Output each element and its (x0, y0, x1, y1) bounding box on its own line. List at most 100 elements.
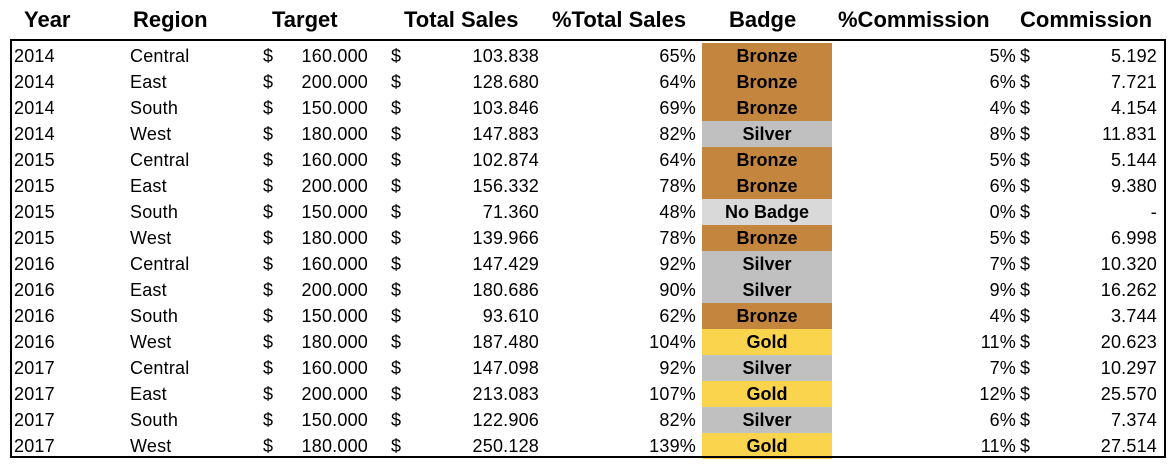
cell-region[interactable]: West (130, 332, 172, 352)
cell-total-sales[interactable]: 147.098 (472, 358, 539, 378)
cell-sales-currency[interactable]: $ (391, 202, 402, 222)
cell-pct-total-sales[interactable]: 48% (659, 202, 696, 222)
cell-region[interactable]: West (130, 228, 172, 248)
cell-total-sales[interactable]: 93.610 (482, 306, 539, 326)
cell-pct-commission[interactable]: 11% (980, 332, 1016, 352)
cell-region[interactable]: Central (130, 150, 190, 170)
badge-cell[interactable]: Gold (702, 433, 832, 459)
badge-cell[interactable]: Bronze (702, 303, 832, 329)
cell-region[interactable]: East (130, 384, 167, 404)
cell-target[interactable]: 150.000 (301, 306, 368, 326)
cell-pct-commission[interactable]: 4% (989, 98, 1016, 118)
cell-region[interactable]: West (130, 436, 172, 456)
cell-pct-commission[interactable]: 8% (989, 124, 1016, 144)
cell-target-currency[interactable]: $ (263, 46, 274, 66)
cell-target[interactable]: 150.000 (301, 202, 368, 222)
cell-commission-currency[interactable]: $ (1020, 98, 1031, 118)
cell-target[interactable]: 150.000 (301, 410, 368, 430)
cell-region[interactable]: East (130, 280, 167, 300)
cell-commission[interactable]: - (1150, 202, 1157, 222)
cell-pct-commission[interactable]: 7% (989, 254, 1016, 274)
cell-total-sales[interactable]: 102.874 (472, 150, 539, 170)
cell-sales-currency[interactable]: $ (391, 124, 402, 144)
cell-pct-total-sales[interactable]: 139% (649, 436, 696, 456)
cell-year[interactable]: 2017 (14, 410, 55, 430)
cell-year[interactable]: 2015 (14, 202, 55, 222)
cell-pct-total-sales[interactable]: 64% (659, 72, 696, 92)
cell-year[interactable]: 2015 (14, 176, 55, 196)
cell-commission[interactable]: 7.721 (1110, 72, 1157, 92)
cell-pct-total-sales[interactable]: 82% (659, 124, 696, 144)
cell-target-currency[interactable]: $ (263, 254, 274, 274)
cell-target-currency[interactable]: $ (263, 410, 274, 430)
cell-sales-currency[interactable]: $ (391, 332, 402, 352)
cell-total-sales[interactable]: 187.480 (472, 332, 539, 352)
cell-total-sales[interactable]: 103.838 (472, 46, 539, 66)
cell-target-currency[interactable]: $ (263, 332, 274, 352)
cell-pct-commission[interactable]: 5% (989, 150, 1016, 170)
cell-target-currency[interactable]: $ (263, 98, 274, 118)
cell-total-sales[interactable]: 122.906 (472, 410, 539, 430)
cell-sales-currency[interactable]: $ (391, 306, 402, 326)
cell-commission-currency[interactable]: $ (1020, 254, 1031, 274)
cell-target[interactable]: 200.000 (301, 176, 368, 196)
cell-year[interactable]: 2014 (14, 98, 55, 118)
cell-pct-total-sales[interactable]: 78% (659, 228, 696, 248)
cell-sales-currency[interactable]: $ (391, 358, 402, 378)
cell-commission[interactable]: 25.570 (1100, 384, 1157, 404)
cell-pct-total-sales[interactable]: 62% (659, 306, 696, 326)
cell-target[interactable]: 180.000 (301, 436, 368, 456)
cell-pct-total-sales[interactable]: 107% (649, 384, 696, 404)
badge-cell[interactable]: Bronze (702, 173, 832, 199)
cell-sales-currency[interactable]: $ (391, 228, 402, 248)
header-total-sales[interactable]: Total Sales (404, 7, 519, 32)
cell-pct-commission[interactable]: 6% (989, 410, 1016, 430)
cell-target-currency[interactable]: $ (263, 384, 274, 404)
cell-year[interactable]: 2016 (14, 254, 55, 274)
cell-commission-currency[interactable]: $ (1020, 72, 1031, 92)
cell-commission[interactable]: 7.374 (1110, 410, 1157, 430)
cell-commission-currency[interactable]: $ (1020, 410, 1031, 430)
header-commission[interactable]: Commission (1020, 7, 1153, 32)
cell-pct-total-sales[interactable]: 104% (649, 332, 696, 352)
cell-year[interactable]: 2015 (14, 228, 55, 248)
cell-commission[interactable]: 20.623 (1100, 332, 1157, 352)
cell-pct-commission[interactable]: 0% (989, 202, 1016, 222)
header-year[interactable]: Year (24, 7, 71, 32)
cell-total-sales[interactable]: 180.686 (472, 280, 539, 300)
cell-target-currency[interactable]: $ (263, 306, 274, 326)
cell-pct-commission[interactable]: 9% (989, 280, 1016, 300)
cell-year[interactable]: 2017 (14, 384, 55, 404)
cell-commission-currency[interactable]: $ (1020, 124, 1031, 144)
cell-pct-commission[interactable]: 6% (989, 72, 1016, 92)
cell-commission-currency[interactable]: $ (1020, 306, 1031, 326)
cell-region[interactable]: Central (130, 358, 190, 378)
cell-year[interactable]: 2014 (14, 124, 55, 144)
cell-commission-currency[interactable]: $ (1020, 150, 1031, 170)
cell-commission-currency[interactable]: $ (1020, 332, 1031, 352)
cell-target-currency[interactable]: $ (263, 358, 274, 378)
cell-target[interactable]: 200.000 (301, 384, 368, 404)
cell-region[interactable]: South (130, 410, 179, 430)
cell-commission-currency[interactable]: $ (1020, 436, 1031, 456)
cell-total-sales[interactable]: 147.883 (472, 124, 539, 144)
cell-sales-currency[interactable]: $ (391, 280, 402, 300)
cell-pct-total-sales[interactable]: 90% (659, 280, 696, 300)
cell-commission[interactable]: 4.154 (1110, 98, 1157, 118)
cell-sales-currency[interactable]: $ (391, 98, 402, 118)
cell-target-currency[interactable]: $ (263, 176, 274, 196)
badge-cell[interactable]: Silver (702, 121, 832, 147)
badge-cell[interactable]: Bronze (702, 95, 832, 121)
cell-pct-commission[interactable]: 7% (989, 358, 1016, 378)
cell-year[interactable]: 2014 (14, 46, 55, 66)
cell-commission-currency[interactable]: $ (1020, 202, 1031, 222)
cell-target[interactable]: 150.000 (301, 98, 368, 118)
cell-pct-total-sales[interactable]: 92% (659, 254, 696, 274)
cell-total-sales[interactable]: 250.128 (472, 436, 539, 456)
cell-target-currency[interactable]: $ (263, 228, 274, 248)
cell-commission-currency[interactable]: $ (1020, 358, 1031, 378)
header-pct-total-sales[interactable]: %Total Sales (552, 7, 687, 32)
cell-pct-total-sales[interactable]: 78% (659, 176, 696, 196)
cell-total-sales[interactable]: 156.332 (472, 176, 539, 196)
cell-commission[interactable]: 10.320 (1100, 254, 1157, 274)
